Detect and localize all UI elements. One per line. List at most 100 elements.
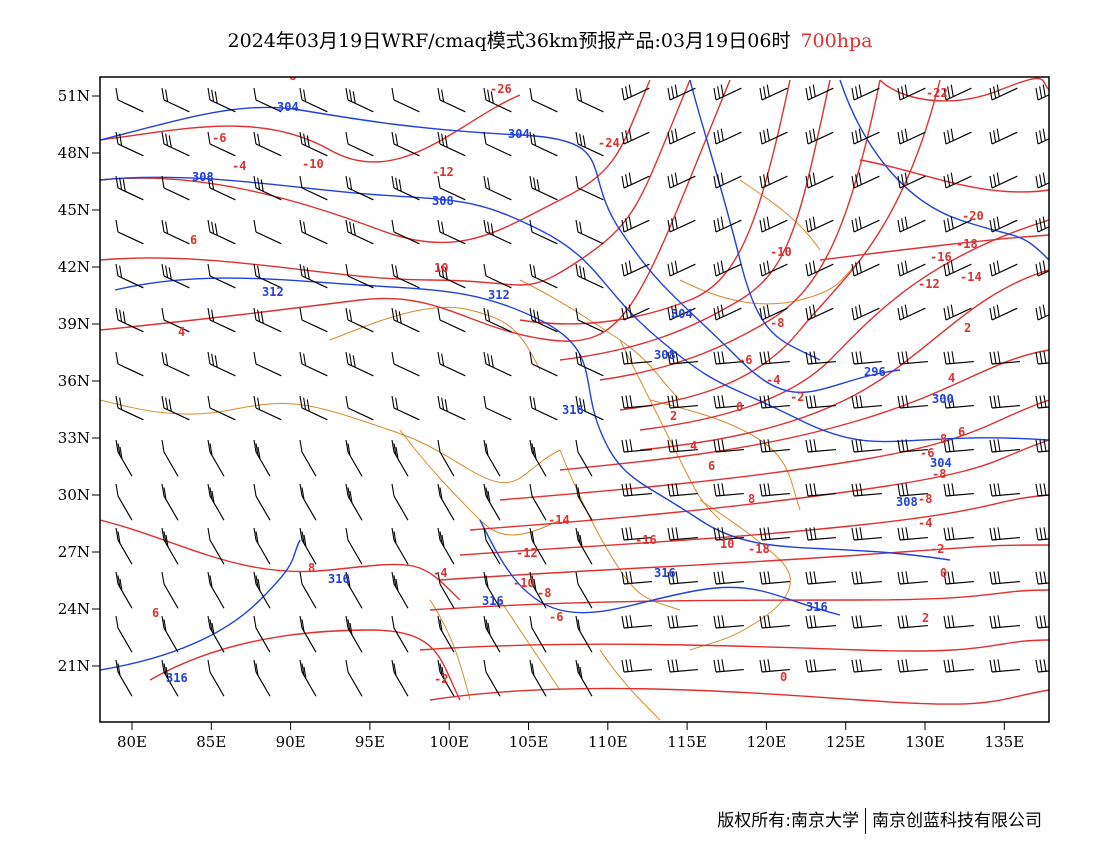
wind-barb: [713, 483, 744, 497]
wind-barb: [713, 395, 744, 409]
wind-barb: [943, 84, 972, 101]
x-tick-label: 85E: [196, 733, 226, 751]
wind-barb: [115, 219, 144, 245]
wind-barb: [943, 128, 972, 145]
wind-barb: [529, 219, 558, 245]
y-tick-label: 51N: [58, 87, 90, 105]
wind-barb: [483, 483, 501, 521]
wind-barb: [989, 128, 1018, 145]
wind-barb: [391, 527, 409, 565]
wind-barb: [851, 439, 882, 453]
wind-barb: [115, 395, 144, 421]
wind-barb: [207, 483, 225, 521]
temperature-contour: [499, 399, 1049, 501]
wind-barb: [391, 395, 420, 421]
wind-barb: [851, 84, 880, 101]
wind-barb: [759, 395, 790, 409]
wind-barb: [161, 131, 190, 157]
wind-barb: [667, 615, 698, 629]
wind-barb: [207, 351, 236, 377]
wind-barb: [1035, 659, 1049, 673]
wind-barb: [713, 216, 742, 233]
wind-barb: [759, 483, 790, 497]
temperature-contour-label: 0: [780, 670, 787, 684]
temperature-contour-label: -26: [490, 82, 512, 96]
wind-barb: [253, 483, 271, 521]
wind-barb: [299, 659, 317, 697]
temperature-contour-label: -10: [513, 576, 535, 590]
wind-barb: [253, 571, 271, 609]
province-boundary: [619, 339, 721, 521]
wind-barb: [391, 131, 420, 157]
wind-barb: [437, 615, 455, 653]
province-boundary: [679, 259, 861, 305]
wind-barb: [161, 87, 190, 113]
wind-barb: [575, 87, 604, 113]
temperature-contour-label: 2: [964, 321, 971, 335]
geopotential-contour-label: 308: [896, 495, 918, 509]
wind-barb: [299, 439, 317, 477]
geopotential-contour-label: 304: [508, 127, 530, 141]
wind-barb: [851, 483, 882, 497]
wind-barb: [207, 439, 225, 477]
wind-barb: [943, 439, 974, 453]
wind-barb: [529, 307, 558, 333]
wind-barb: [575, 395, 604, 421]
wind-barb: [575, 263, 604, 289]
wind-barb: [713, 351, 744, 365]
wind-barb: [529, 87, 558, 113]
plot-area: -8-6-4 -10-12-26-24-22-20-18-16-14-12-10-…: [100, 77, 1049, 721]
wind-barb: [621, 260, 650, 277]
wind-barb: [253, 307, 282, 333]
wind-barb: [115, 263, 144, 289]
wind-barb: [667, 483, 698, 497]
wind-barb: [713, 659, 744, 673]
wind-barb: [345, 615, 363, 653]
geopotential-contour: [839, 79, 1049, 261]
wind-barb: [759, 527, 790, 541]
geopotential-contour: [479, 519, 841, 616]
wind-barb: [529, 439, 547, 477]
wind-barb: [897, 527, 928, 541]
footer-divider: [865, 808, 866, 834]
temperature-contour-label: -6: [920, 446, 934, 460]
y-tick-label: 36N: [58, 372, 90, 390]
wind-barb: [437, 175, 466, 201]
wind-barb: [529, 131, 558, 157]
wind-barb: [253, 131, 282, 157]
wind-barb: [207, 659, 225, 697]
temperature-contour-label: -8: [918, 492, 932, 506]
wind-barb: [345, 175, 374, 201]
temperature-contour: [639, 219, 1049, 431]
x-tick-label: 105E: [509, 733, 549, 751]
temperature-contour: [619, 79, 941, 411]
wind-barb: [759, 84, 788, 101]
wind-barb: [391, 659, 409, 697]
temperature-contour: [149, 629, 461, 701]
wind-barb: [759, 615, 790, 629]
wind-barb: [299, 307, 328, 333]
wind-barb: [1035, 351, 1049, 365]
temperature-contour-label: 2: [670, 409, 677, 423]
wind-barb: [161, 395, 190, 421]
wind-barb: [943, 615, 974, 629]
wind-barb: [805, 659, 836, 673]
wind-barb: [483, 175, 512, 201]
wind-barb: [1035, 483, 1049, 497]
y-tick-label: 27N: [58, 543, 90, 561]
wind-barb: [759, 571, 790, 585]
wind-barb: [805, 216, 834, 233]
title-text: 2024年03月19日WRF/cmaq模式36km预报产品:03月19日06时: [227, 30, 791, 52]
wind-barb: [1035, 571, 1049, 585]
temperature-contour: [639, 269, 1049, 451]
wind-barb: [989, 395, 1020, 409]
wind-barb: [943, 659, 974, 673]
wind-barb: [989, 571, 1020, 585]
wind-barb: [529, 263, 558, 289]
wind-barb: [943, 571, 974, 585]
wind-barb: [989, 527, 1020, 541]
wind-barb: [483, 351, 512, 377]
geopotential-contour-label: 316: [562, 403, 584, 417]
temperature-contour-label: -10: [770, 245, 792, 259]
wind-barb: [805, 571, 836, 585]
